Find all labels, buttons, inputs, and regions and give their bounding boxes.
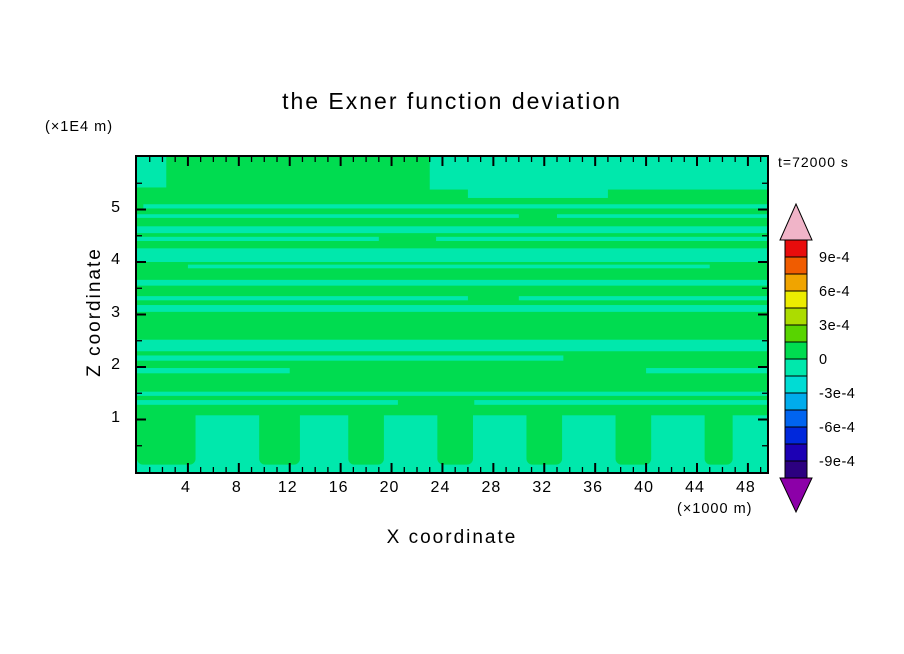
positive-column [259,409,300,465]
contour-field [137,157,767,472]
negative-anomaly-band [137,339,767,352]
y-tick-label: 4 [111,251,121,268]
negative-anomaly-band [137,368,290,374]
positive-column [615,409,652,465]
y-axis-unit-label: (×1E4 m) [45,119,114,135]
negative-anomaly-band [137,226,767,234]
negative-anomaly-band [137,214,519,218]
positive-column [526,409,563,465]
positive-column [704,409,733,465]
x-tick-label: 48 [736,479,756,496]
time-annotation: t=72000 s [778,154,849,170]
colorbar-band [784,375,808,394]
y-tick-label: 3 [111,303,121,321]
x-tick-label: 24 [430,479,451,496]
positive-column [348,409,384,465]
colorbar-label: 9e-4 [819,250,850,266]
colorbar-label: 6e-4 [819,284,850,300]
negative-anomaly-band [187,264,710,269]
colorbar-band [784,426,808,445]
colorbar-arrow-down [779,477,813,514]
negative-anomaly-band [137,305,767,312]
colorbar-band [784,256,808,275]
x-tick-label: 4 [180,479,191,496]
colorbar: 9e-4 6e-4 3e-4 0 -3e-4 -6e-4 -9e-4 [779,202,855,514]
negative-anomaly-band [646,368,767,374]
colorbar-band [784,358,808,377]
negative-anomaly-band [143,204,767,209]
x-tick-label: 12 [277,479,298,496]
y-tick-label: 2 [111,356,121,373]
colorbar-label: 0 [819,352,828,368]
x-axis-unit-label: (×1000 m) [677,501,753,517]
negative-anomaly-band [557,214,767,218]
negative-anomaly-band [137,296,468,301]
colorbar-arrow-up [779,202,813,241]
negative-anomaly-band [137,400,398,405]
x-tick-label: 20 [379,479,400,496]
negative-anomaly-band [518,296,767,301]
x-tick-label: 28 [481,479,502,496]
x-tick-label: 16 [328,479,349,496]
negative-anomaly-band [137,236,379,241]
colorbar-label: -6e-4 [819,420,855,436]
negative-anomaly-band [137,279,767,286]
colorbar-label: -9e-4 [819,454,855,470]
x-tick-label: 8 [231,479,242,496]
colorbar-label: -3e-4 [819,386,855,402]
positive-column [137,409,196,465]
colorbar-band [784,409,808,428]
colorbar-band [784,290,808,309]
negative-anomaly-band [474,400,767,405]
x-tick-label: 32 [532,479,553,496]
x-tick-label: 40 [634,479,654,496]
x-tick-label: 36 [583,479,604,496]
y-tick-label: 5 [111,198,121,216]
y-tick-label: 1 [111,408,121,426]
chart-title: the Exner function deviation [282,88,622,114]
negative-anomaly-band [436,236,767,241]
x-tick-label: 44 [685,479,705,496]
positive-column [437,409,473,465]
negative-anomaly-band [137,391,767,396]
colorbar-band [784,341,808,360]
negative-anomaly-band [137,355,564,361]
colorbar-band [784,273,808,292]
colorbar-band [784,239,808,258]
colorbar-band [784,460,808,479]
negative-anomaly-band [429,157,767,190]
colorbar-band [784,392,808,411]
negative-anomaly-band [467,185,608,198]
negative-anomaly-band [137,157,167,188]
colorbar-band [784,443,808,462]
colorbar-band [784,307,808,326]
x-axis-title: X coordinate [386,527,518,548]
negative-anomaly-band [137,248,767,262]
plot-frame [135,155,769,474]
colorbar-label: 3e-4 [819,318,850,334]
colorbar-band [784,324,808,343]
